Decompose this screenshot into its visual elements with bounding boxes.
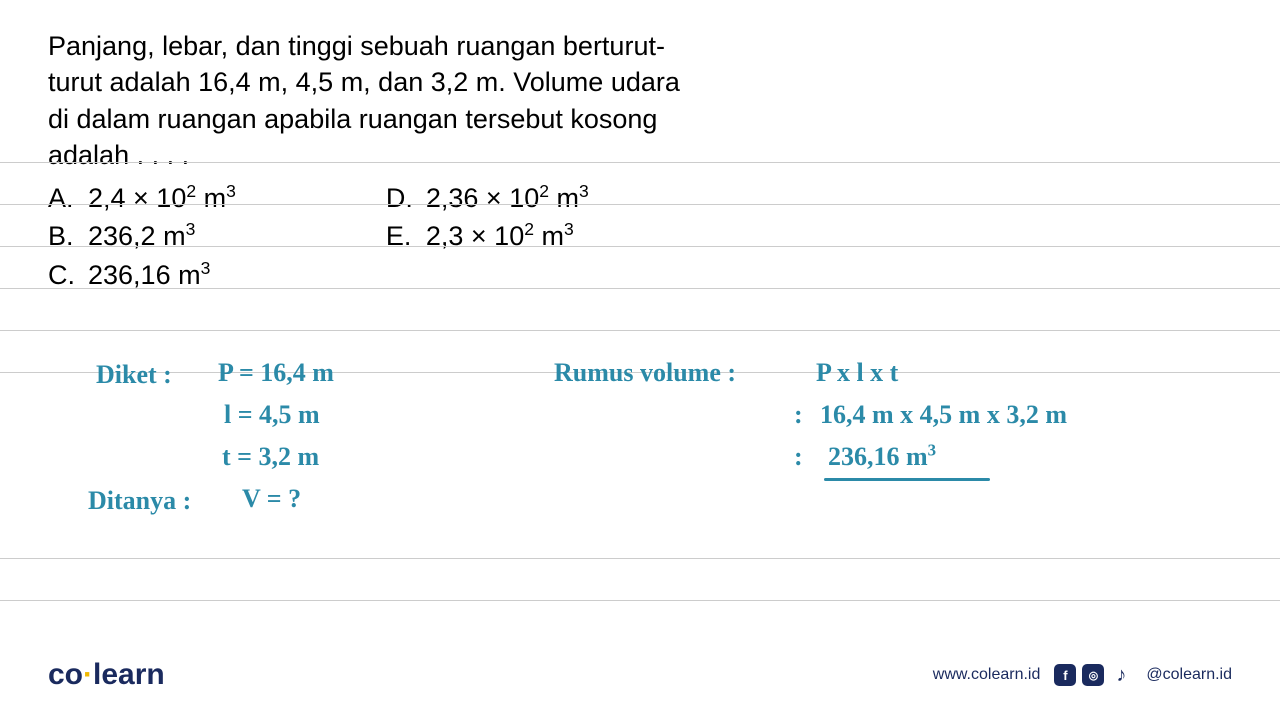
option-e-label: E.	[386, 218, 408, 254]
handwritten-text: 236,16 m3	[828, 442, 936, 472]
option-b-value: 236,2 m3	[88, 218, 195, 254]
handwritten-text: P = 16,4 m	[218, 358, 334, 388]
handwritten-text: 16,4 m x 4,5 m x 3,2 m	[820, 400, 1067, 430]
handwritten-text: :	[794, 400, 803, 430]
option-e-value: 2,3 × 102 m3	[426, 218, 574, 254]
logo-co: co	[48, 658, 83, 691]
tiktok-icon: ♪	[1110, 664, 1132, 686]
logo-learn: learn	[93, 658, 165, 691]
option-a-value: 2,4 × 102 m3	[88, 180, 236, 216]
handwritten-text: Rumus volume :	[554, 358, 736, 388]
logo: co·learn	[48, 658, 165, 692]
option-b-label: B.	[48, 218, 70, 254]
handwritten-text: V = ?	[242, 484, 301, 514]
handwritten-text: t = 3,2 m	[222, 442, 319, 472]
question-line-2: turut adalah 16,4 m, 4,5 m, dan 3,2 m. V…	[48, 64, 728, 100]
rule-line	[0, 246, 1280, 247]
rule-line	[0, 162, 1280, 163]
options: A. 2,4 × 102 m3 B. 236,2 m3 C. 236,16 m3…	[48, 180, 1232, 293]
rule-line	[0, 204, 1280, 205]
logo-dot-icon: ·	[83, 658, 93, 691]
option-a: A. 2,4 × 102 m3	[48, 180, 236, 216]
footer-right: www.colearn.id f ◎ ♪ @colearn.id	[933, 664, 1232, 686]
handwritten-text: Ditanya :	[88, 486, 191, 516]
handwritten-text: Diket :	[96, 360, 172, 390]
option-d-label: D.	[386, 180, 408, 216]
handwritten-text: :	[794, 442, 803, 472]
options-col2: D. 2,36 × 102 m3 E. 2,3 × 102 m3	[386, 180, 589, 293]
social-icons: f ◎ ♪	[1054, 664, 1132, 686]
rule-line	[0, 288, 1280, 289]
rule-line	[0, 330, 1280, 331]
question-area: Panjang, lebar, dan tinggi sebuah ruanga…	[0, 0, 1280, 293]
option-e: E. 2,3 × 102 m3	[386, 218, 589, 254]
footer: co·learn www.colearn.id f ◎ ♪ @colearn.i…	[0, 658, 1280, 692]
social-handle: @colearn.id	[1146, 666, 1232, 684]
website-url: www.colearn.id	[933, 666, 1041, 684]
instagram-icon: ◎	[1082, 664, 1104, 686]
handwritten-text: l = 4,5 m	[224, 400, 320, 430]
question-line-3: di dalam ruangan apabila ruangan tersebu…	[48, 101, 728, 137]
rule-line	[0, 600, 1280, 601]
handwritten-text: P x l x t	[816, 358, 898, 388]
option-d: D. 2,36 × 102 m3	[386, 180, 589, 216]
option-d-value: 2,36 × 102 m3	[426, 180, 589, 216]
option-a-label: A.	[48, 180, 70, 216]
question-line-4: adalah . . . .	[48, 137, 728, 173]
question-text: Panjang, lebar, dan tinggi sebuah ruanga…	[48, 28, 728, 174]
question-line-1: Panjang, lebar, dan tinggi sebuah ruanga…	[48, 28, 728, 64]
answer-underline	[824, 478, 990, 481]
options-col1: A. 2,4 × 102 m3 B. 236,2 m3 C. 236,16 m3	[48, 180, 236, 293]
rule-line	[0, 558, 1280, 559]
facebook-icon: f	[1054, 664, 1076, 686]
option-b: B. 236,2 m3	[48, 218, 236, 254]
